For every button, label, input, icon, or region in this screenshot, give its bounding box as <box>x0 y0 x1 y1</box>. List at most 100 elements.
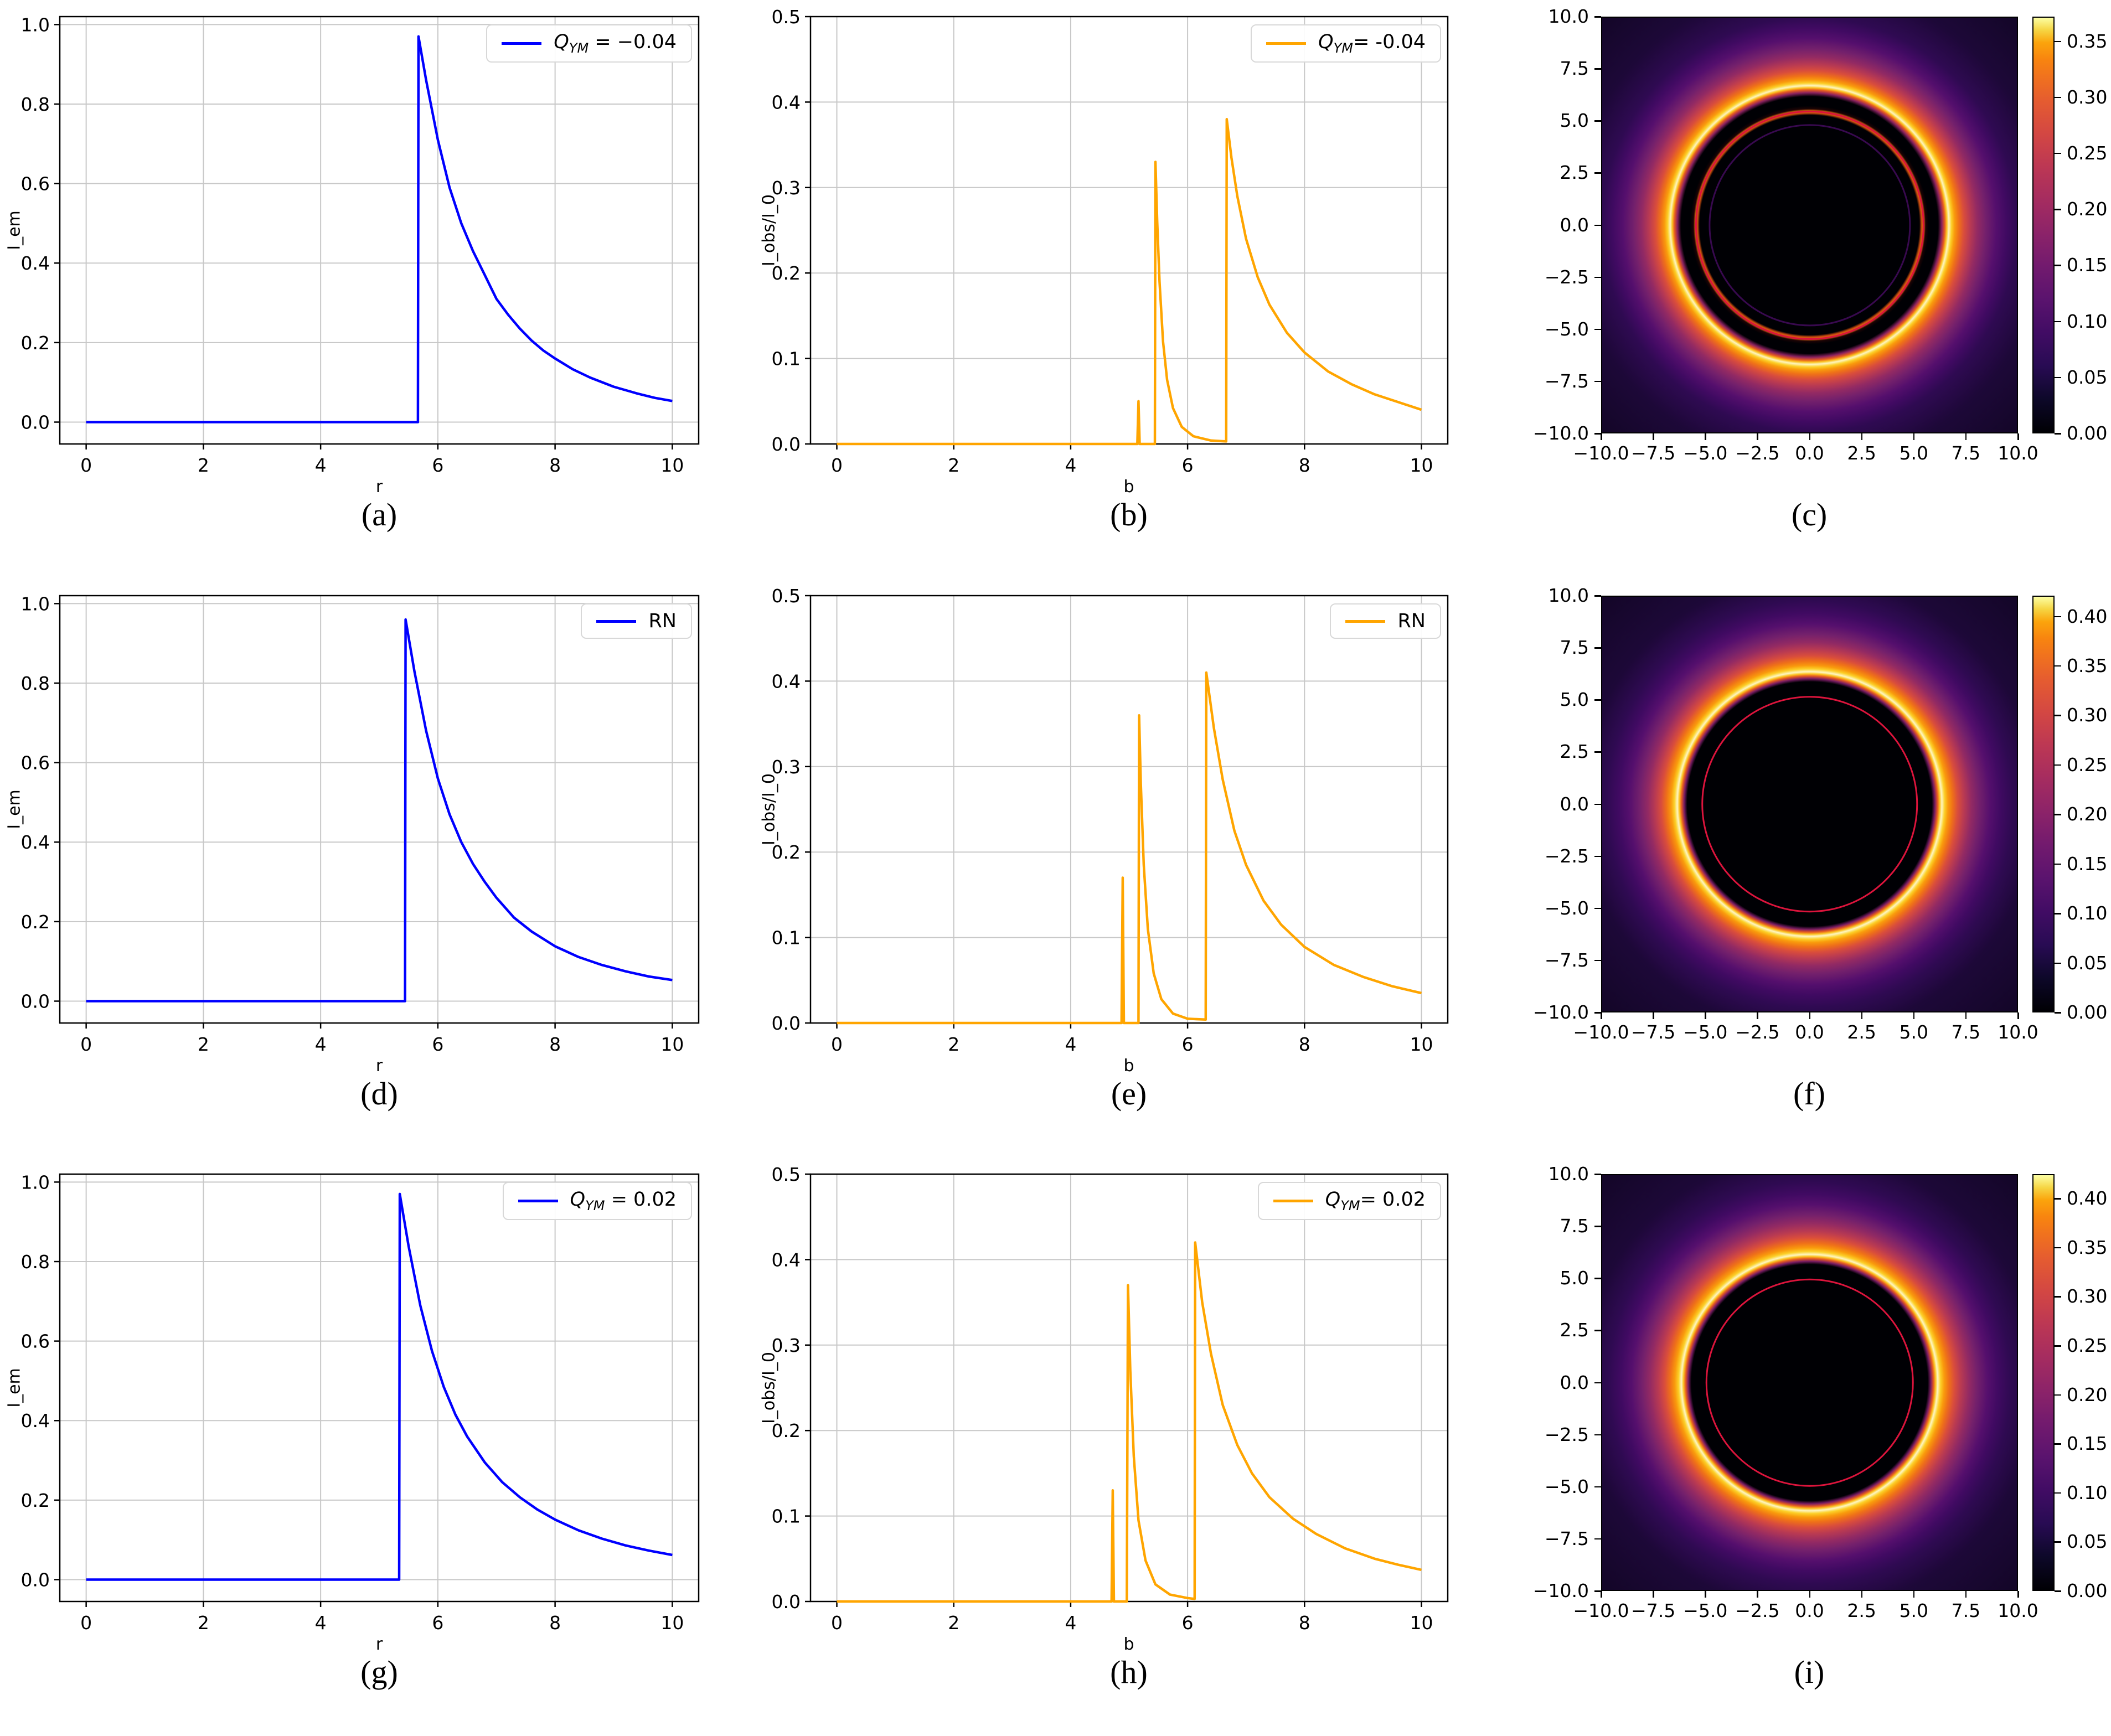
y-tick <box>1594 1434 1601 1436</box>
y-tick-label: 0.2 <box>772 262 801 284</box>
y-tick <box>1594 276 1601 278</box>
x-tick-label: 2 <box>198 454 209 476</box>
x-tick <box>2017 1591 2019 1598</box>
y-tick-label: −10.0 <box>1532 1001 1589 1023</box>
y-tick <box>1594 1012 1601 1014</box>
x-tick-label: 10.0 <box>1998 1021 2038 1043</box>
x-tick-label: −2.5 <box>1735 1021 1780 1043</box>
x-tick-label: 0.0 <box>1795 1600 1824 1621</box>
x-tick-label: 0 <box>80 1034 92 1055</box>
y-tick-label: 0.5 <box>772 6 801 28</box>
colorbar-tick-label: 0.00 <box>2067 422 2108 444</box>
x-tick-label: 0 <box>80 1612 92 1634</box>
colorbar-tick-label: 0.35 <box>2067 1236 2108 1258</box>
y-tick-label: 0.0 <box>21 1569 50 1591</box>
x-tick-label: 0 <box>831 1034 843 1055</box>
legend-label: RN <box>648 610 677 632</box>
x-axis-label: b <box>1123 1056 1134 1076</box>
colorbar-tick <box>2055 1492 2061 1494</box>
x-tick-label: 2 <box>948 1612 959 1634</box>
y-tick <box>1594 907 1601 910</box>
y-axis-label: I_em <box>4 1368 24 1408</box>
line-chart-svg: 0 2 4 6 8 10 0.0 0.1 0.2 0.3 0.4 0.5 <box>772 1164 1449 1634</box>
x-tick-label: 4 <box>315 1612 327 1634</box>
axes-box <box>809 1173 1449 1603</box>
x-tick <box>1653 1012 1654 1019</box>
colorbar-tick <box>2055 665 2061 667</box>
colorbar-tick <box>2055 863 2061 865</box>
y-tick-label: 0.5 <box>772 585 801 607</box>
x-tick-label: 10 <box>1410 1034 1433 1055</box>
y-tick <box>1594 751 1601 753</box>
x-tick <box>1705 1591 1706 1598</box>
x-tick-label: 8 <box>1299 1034 1310 1055</box>
panel-f: (f) 10.0 7.5 5.0 2.5 0.0 −2.5 −5.0 −7.5 −10.0 −10… <box>1407 579 2111 1158</box>
legend-line-swatch <box>1273 1200 1313 1202</box>
x-tick <box>1705 433 1706 440</box>
y-tick-label: 2.5 <box>1560 162 1589 184</box>
x-tick-label: 10.0 <box>1998 1600 2038 1621</box>
y-tick <box>1594 1538 1601 1540</box>
y-tick <box>1594 380 1601 383</box>
colorbar-tick-label: 0.15 <box>2067 254 2108 276</box>
y-tick-label: −10.0 <box>1532 422 1589 444</box>
x-tick-label: 8 <box>549 454 561 476</box>
colorbar-tick <box>2055 96 2061 99</box>
y-tick-label: 0.0 <box>1560 793 1589 815</box>
photon-ring-circle <box>1695 110 1924 340</box>
colorbar-tick-label: 0.35 <box>2067 30 2108 52</box>
panel-caption: (f) <box>1793 1076 1825 1112</box>
y-tick-label: −7.5 <box>1544 1527 1589 1549</box>
x-tick-label: 5.0 <box>1899 442 1928 464</box>
colorbar-tick <box>2055 764 2061 766</box>
legend-line-swatch <box>596 619 637 623</box>
y-tick-label: −2.5 <box>1544 1423 1589 1445</box>
data-series-line <box>86 1192 673 1581</box>
x-tick <box>2017 1012 2019 1019</box>
colorbar-tick-label: 0.30 <box>2067 86 2108 108</box>
colorbar-tick <box>2055 962 2061 964</box>
x-tick-label: 2 <box>198 1034 209 1055</box>
y-tick-label: 0.1 <box>772 927 801 949</box>
y-tick-label: 7.5 <box>1560 637 1589 659</box>
panel-b: 0 2 4 6 8 10 0.0 0.1 0.2 0.3 0.4 0.5 I_obs/I_0 b QY… <box>704 0 1449 578</box>
x-axis-label: b <box>1123 477 1134 497</box>
x-tick-label: 6 <box>1182 454 1194 476</box>
y-tick-label: 0.1 <box>772 1506 801 1527</box>
y-tick-label: −2.5 <box>1544 266 1589 288</box>
colorbar-tick <box>2055 376 2061 379</box>
y-tick <box>1594 959 1601 962</box>
x-tick-label: 8 <box>1299 1612 1310 1634</box>
x-tick-label: 10 <box>1410 454 1433 476</box>
legend-line-swatch <box>518 1200 558 1202</box>
x-tick-label: −5.0 <box>1683 442 1728 464</box>
x-tick <box>1861 1591 1863 1598</box>
y-tick-label: 0.4 <box>772 1249 801 1270</box>
x-axis-label: b <box>1123 1635 1134 1654</box>
y-tick-label: −5.0 <box>1544 897 1589 919</box>
legend: QYM = 0.02 <box>502 1182 692 1220</box>
y-tick <box>1594 328 1601 330</box>
panel-i: (i) 10.0 7.5 5.0 2.5 0.0 −2.5 −5.0 −7.5 −10.0 −10… <box>1407 1158 2111 1736</box>
axes-box <box>59 595 700 1024</box>
data-series-line <box>837 671 1422 1025</box>
colorbar-tick <box>2055 433 2061 435</box>
colorbar-tick <box>2055 321 2061 323</box>
y-tick-label: 0.2 <box>772 841 801 863</box>
x-tick-label: −5.0 <box>1683 1021 1728 1043</box>
panel-caption: (d) <box>360 1076 398 1112</box>
y-tick <box>1594 1590 1601 1592</box>
y-tick-label: 0.0 <box>772 1012 801 1034</box>
y-tick <box>1594 68 1601 70</box>
x-tick <box>1601 433 1602 440</box>
colorbar-tick-label: 0.05 <box>2067 952 2108 974</box>
y-tick-label: 0.4 <box>21 1410 50 1432</box>
y-tick-label: 10.0 <box>1548 1163 1589 1185</box>
y-tick-label: −7.5 <box>1544 949 1589 971</box>
y-tick-label: 0.8 <box>21 94 50 115</box>
x-tick-label: 8 <box>549 1034 561 1055</box>
y-tick-label: 0.3 <box>772 756 801 778</box>
y-tick-label: 10.0 <box>1548 585 1589 606</box>
y-tick-label: 7.5 <box>1560 1215 1589 1237</box>
legend-line-swatch <box>1345 619 1386 623</box>
